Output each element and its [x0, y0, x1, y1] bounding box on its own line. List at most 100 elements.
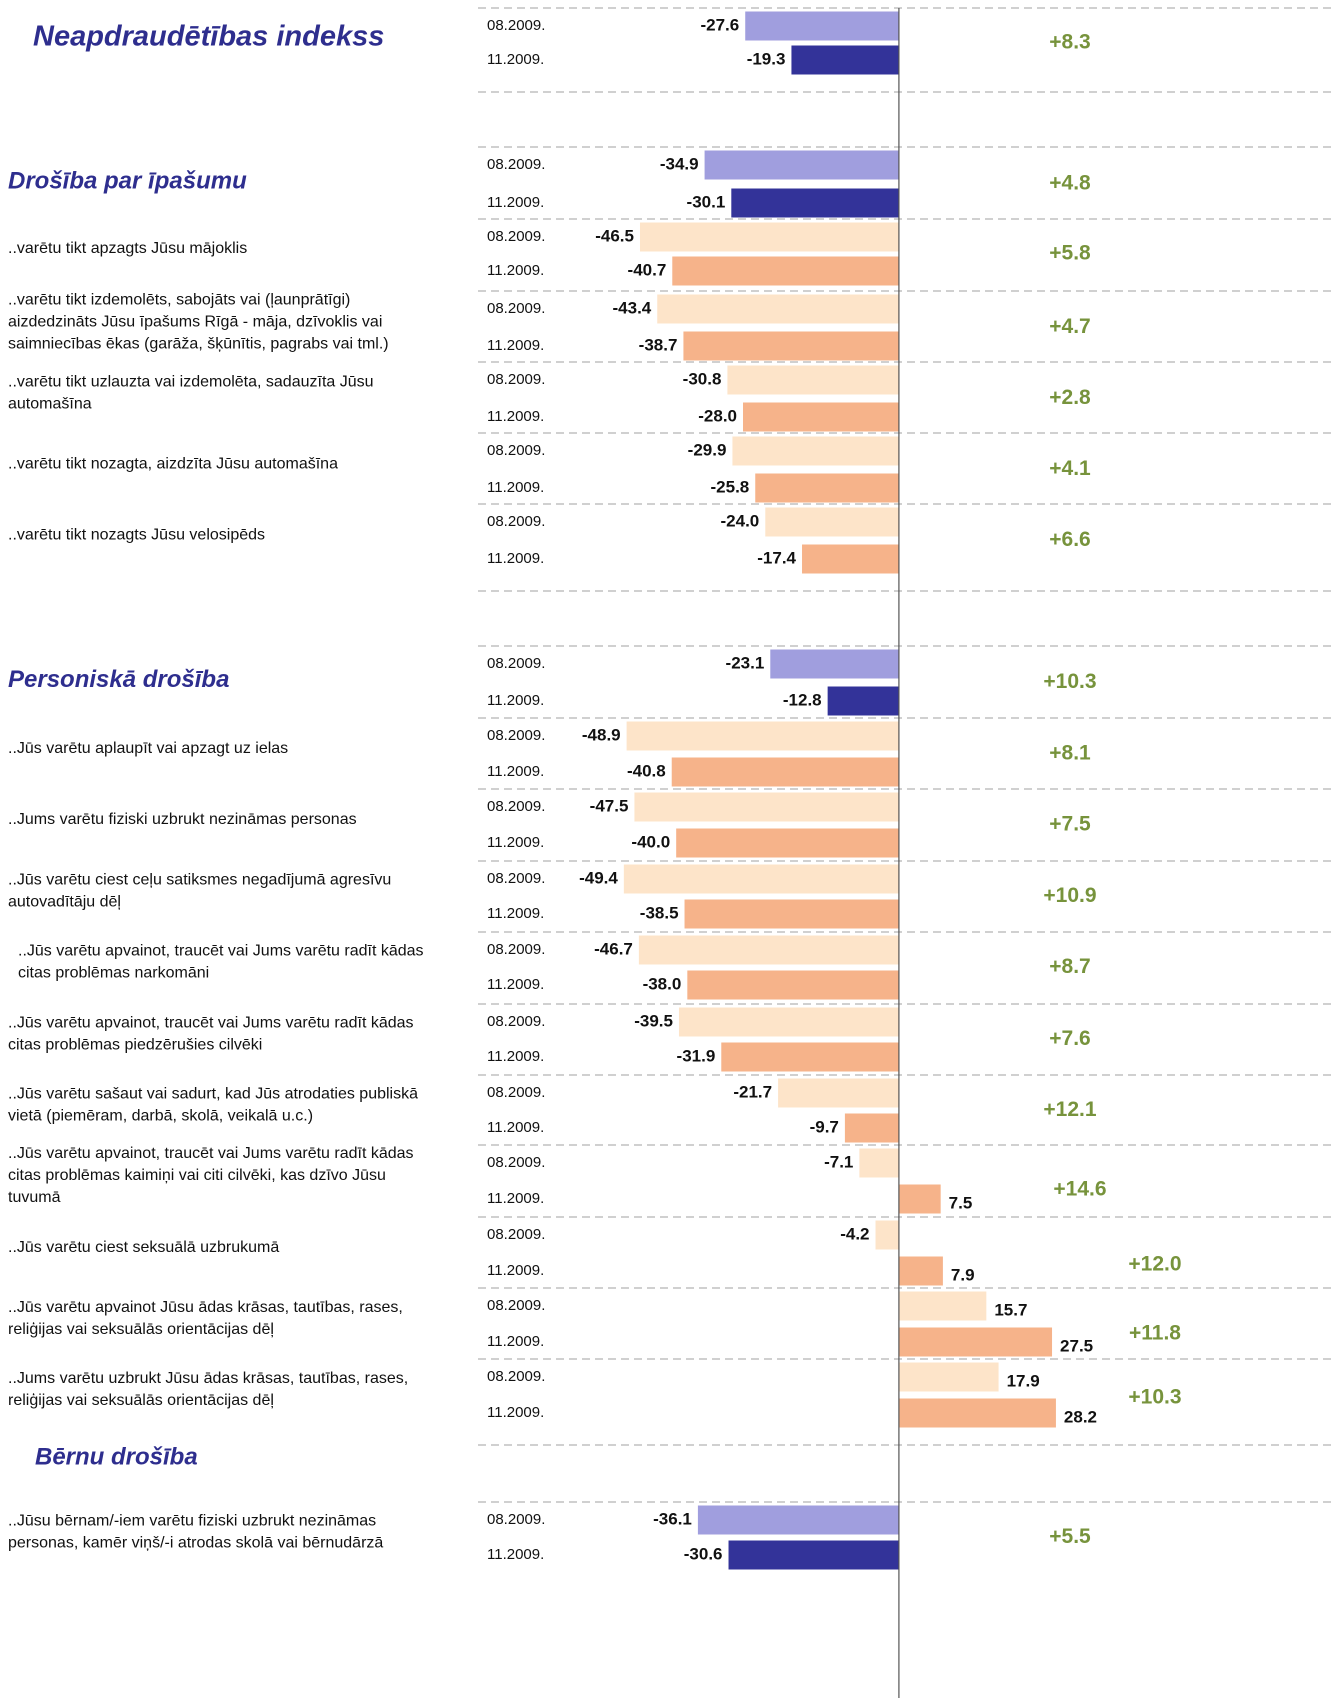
bar [898, 1256, 943, 1286]
period-label: 11.2009. [487, 1048, 544, 1065]
period-label: 08.2009. [487, 228, 545, 245]
value-label: -38.0 [643, 974, 682, 993]
row-label: ..Jūs varētu apvainot Jūsu ādas krāsas, … [8, 1299, 403, 1316]
row-label: automašīna [8, 396, 92, 413]
period-label: 11.2009. [487, 1119, 544, 1136]
change-label: +4.8 [1049, 172, 1091, 195]
period-label: 08.2009. [487, 1297, 545, 1314]
period-label: 08.2009. [487, 1154, 545, 1171]
value-label: -30.8 [683, 369, 722, 388]
period-label: 08.2009. [487, 870, 545, 887]
period-label: 11.2009. [487, 763, 544, 780]
row-label: ..Jums varētu uzbrukt Jūsu ādas krāsas, … [8, 1370, 408, 1387]
value-label: 28.2 [1064, 1407, 1097, 1426]
value-label: -17.4 [757, 548, 796, 567]
row-label: ..Jūs varētu apvainot, traucēt vai Jums … [8, 1015, 414, 1032]
change-label: +10.3 [1128, 1386, 1181, 1409]
row-label: citas problēmas narkomāni [18, 965, 209, 982]
change-label: +10.3 [1043, 670, 1096, 693]
bar [727, 365, 899, 395]
period-label: 08.2009. [487, 513, 545, 530]
row-label: ..varētu tikt uzlauzta vai izdemolēta, s… [8, 374, 374, 391]
value-label: 27.5 [1060, 1336, 1093, 1355]
bar [684, 899, 899, 929]
row-label: ..Jūs varētu ciest ceļu satiksmes negadī… [8, 872, 391, 889]
bar [634, 792, 899, 822]
bar [791, 45, 899, 75]
row-label: ..varētu tikt nozagts Jūsu velosipēds [8, 527, 265, 544]
bar [676, 828, 899, 858]
change-label: +11.8 [1129, 1322, 1181, 1345]
value-label: -23.1 [726, 653, 765, 672]
bar [731, 188, 899, 218]
period-label: 08.2009. [487, 1226, 545, 1243]
value-label: -40.7 [628, 260, 667, 279]
period-label: 11.2009. [487, 905, 544, 922]
value-label: -49.4 [579, 868, 618, 887]
change-label: +5.8 [1049, 242, 1091, 265]
period-label: 08.2009. [487, 371, 545, 388]
value-label: -4.2 [840, 1224, 869, 1243]
bar [657, 294, 899, 324]
value-label: -40.8 [627, 761, 666, 780]
bar [728, 1540, 899, 1570]
value-label: -39.5 [634, 1011, 673, 1030]
value-label: -29.9 [688, 440, 727, 459]
period-label: 11.2009. [487, 550, 544, 567]
value-label: -47.5 [590, 796, 629, 815]
row-label: ..Jūs varētu apvainot, traucēt vai Jums … [8, 1145, 414, 1162]
value-label: 7.5 [949, 1193, 973, 1212]
change-label: +12.1 [1043, 1098, 1096, 1121]
period-label: 11.2009. [487, 408, 544, 425]
bar [844, 1113, 899, 1143]
row-label: ..Jūs varētu apvainot, traucēt vai Jums … [18, 943, 424, 960]
bar [859, 1148, 899, 1178]
bar [704, 150, 899, 180]
bar [697, 1505, 899, 1535]
period-label: 08.2009. [487, 655, 545, 672]
bar [623, 864, 899, 894]
period-label: 08.2009. [487, 1368, 545, 1385]
period-label: 11.2009. [487, 1404, 544, 1421]
change-label: +7.5 [1049, 813, 1091, 836]
row-label: ..Jūs varētu ciest seksuālā uzbrukumā [8, 1239, 279, 1256]
bar [687, 970, 899, 1000]
row-label: reliģijas vai seksuālās orientācijas dēļ [8, 1320, 274, 1338]
period-label: 08.2009. [487, 442, 545, 459]
row-label: ..varētu tikt apzagts Jūsu mājoklis [8, 240, 247, 257]
period-label: 08.2009. [487, 1084, 545, 1101]
bar [765, 507, 899, 537]
row-label: personas, kamēr viņš/-i atrodas skolā va… [8, 1535, 383, 1552]
period-label: 11.2009. [487, 194, 544, 211]
period-label: 11.2009. [487, 337, 544, 354]
change-label: +7.6 [1049, 1027, 1090, 1050]
row-label: ..varētu tikt izdemolēts, sabojāts vai (… [8, 292, 350, 309]
row-label: ..Jūs varētu aplaupīt vai apzagt uz iela… [8, 740, 288, 757]
section-heading: Neapdraudētības indekss [33, 21, 384, 53]
change-label: +2.8 [1049, 386, 1091, 409]
row-label: autovadītāju dēļ [8, 894, 121, 911]
value-label: 15.7 [994, 1300, 1027, 1319]
value-label: 17.9 [1007, 1371, 1040, 1390]
period-label: 11.2009. [487, 976, 544, 993]
period-label: 11.2009. [487, 479, 544, 496]
row-label: ..varētu tikt nozagta, aizdzīta Jūsu aut… [8, 456, 338, 473]
value-label: -36.1 [653, 1509, 692, 1528]
change-label: +5.5 [1049, 1525, 1091, 1548]
value-label: 7.9 [951, 1265, 975, 1284]
change-label: +8.7 [1049, 955, 1090, 978]
bar [678, 1007, 899, 1037]
period-label: 11.2009. [487, 834, 544, 851]
period-label: 11.2009. [487, 1262, 544, 1279]
value-label: -12.8 [783, 690, 822, 709]
period-label: 08.2009. [487, 941, 545, 958]
row-label: tuvumā [8, 1189, 61, 1206]
bar [802, 544, 899, 574]
change-label: +8.1 [1049, 742, 1091, 765]
value-label: -28.0 [698, 406, 737, 425]
bar [898, 1184, 941, 1214]
period-label: 08.2009. [487, 727, 545, 744]
value-label: -27.6 [700, 15, 739, 34]
